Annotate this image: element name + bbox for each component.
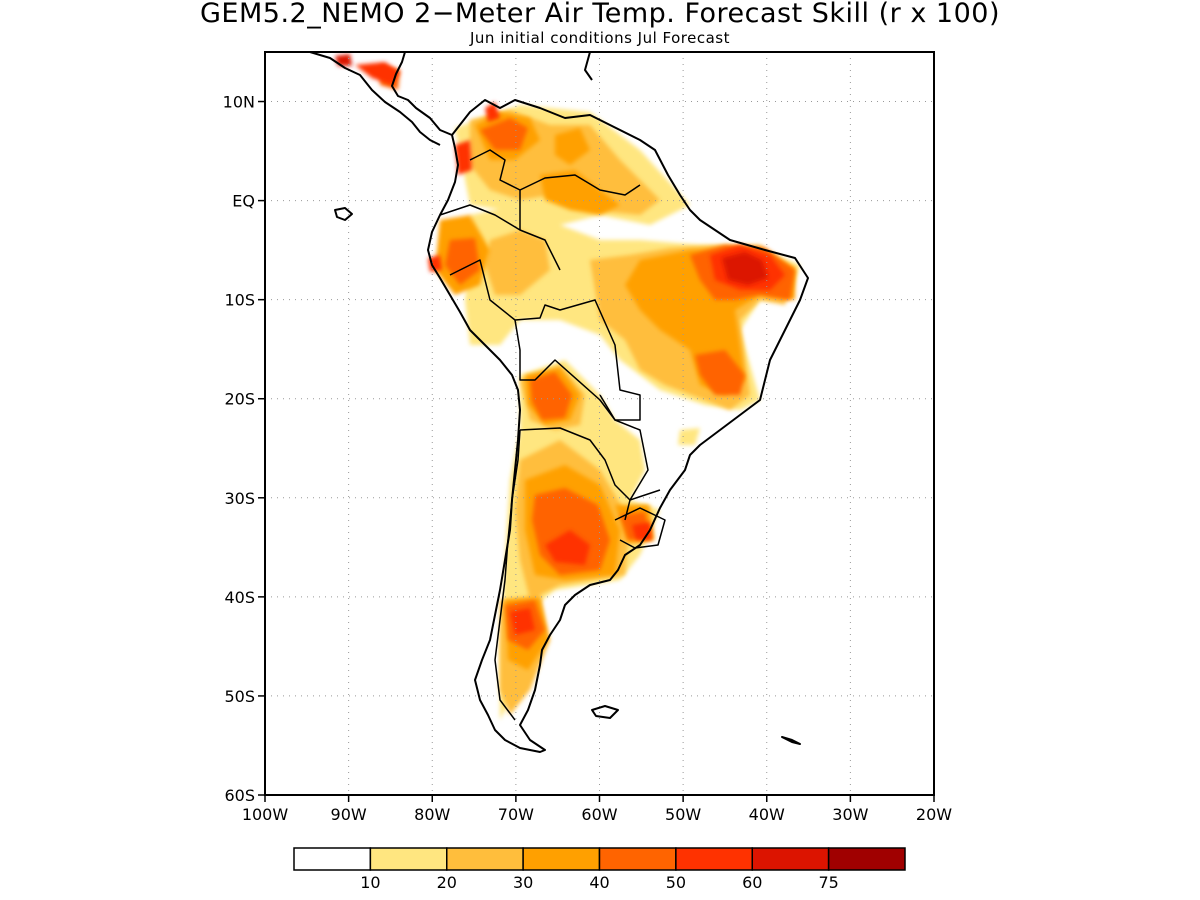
colorbar-swatch <box>522 847 601 871</box>
colorbar-swatch <box>827 847 906 871</box>
lon-tick-label: 50W <box>665 805 701 824</box>
colorbar-label: 30 <box>513 873 533 892</box>
lon-tick-label: 30W <box>832 805 868 824</box>
lat-tick-label: 10N <box>223 93 255 112</box>
longitude-axis: 100W 90W 80W 70W 60W 50W 40W 30W 20W <box>242 795 952 824</box>
colorbar-swatch <box>293 847 372 871</box>
lon-tick-label: 60W <box>581 805 617 824</box>
colorbar-label: 75 <box>818 873 838 892</box>
lat-tick-label: 60S <box>224 786 255 805</box>
lat-tick-label: EQ <box>232 192 255 211</box>
page-title: GEM5.2_NEMO 2−Meter Air Temp. Forecast S… <box>199 0 1000 29</box>
lat-tick-label: 40S <box>224 588 255 607</box>
lon-tick-label: 70W <box>498 805 534 824</box>
colorbar-label: 60 <box>742 873 762 892</box>
colorbar-swatch <box>751 847 830 871</box>
national-borders <box>439 149 666 721</box>
colorbar-label: 40 <box>589 873 609 892</box>
colorbar-label: 50 <box>666 873 686 892</box>
page-subtitle: Jun initial conditions Jul Forecast <box>470 29 730 47</box>
colorbar-swatch <box>446 847 524 871</box>
lat-tick-label: 30S <box>224 489 255 508</box>
latitude-axis: 10N EQ 10S 20S 30S 40S 50S 60S <box>223 93 265 805</box>
colorbar-label: 10 <box>360 873 380 892</box>
lat-tick-label: 20S <box>224 390 255 409</box>
coastlines <box>309 52 809 753</box>
lat-tick-label: 50S <box>224 687 255 706</box>
lon-tick-label: 90W <box>331 805 367 824</box>
lat-tick-label: 10S <box>224 291 255 310</box>
colorbar-label: 20 <box>437 873 457 892</box>
lon-tick-label: 20W <box>916 805 952 824</box>
lon-tick-label: 80W <box>414 805 450 824</box>
lon-tick-label: 40W <box>749 805 785 824</box>
colorbar-legend: 10 20 30 40 50 60 75 <box>293 847 906 892</box>
lon-tick-label: 100W <box>242 805 289 824</box>
colorbar-swatch <box>598 847 677 871</box>
colorbar-swatch <box>675 847 753 871</box>
colorbar-swatch <box>369 847 448 871</box>
